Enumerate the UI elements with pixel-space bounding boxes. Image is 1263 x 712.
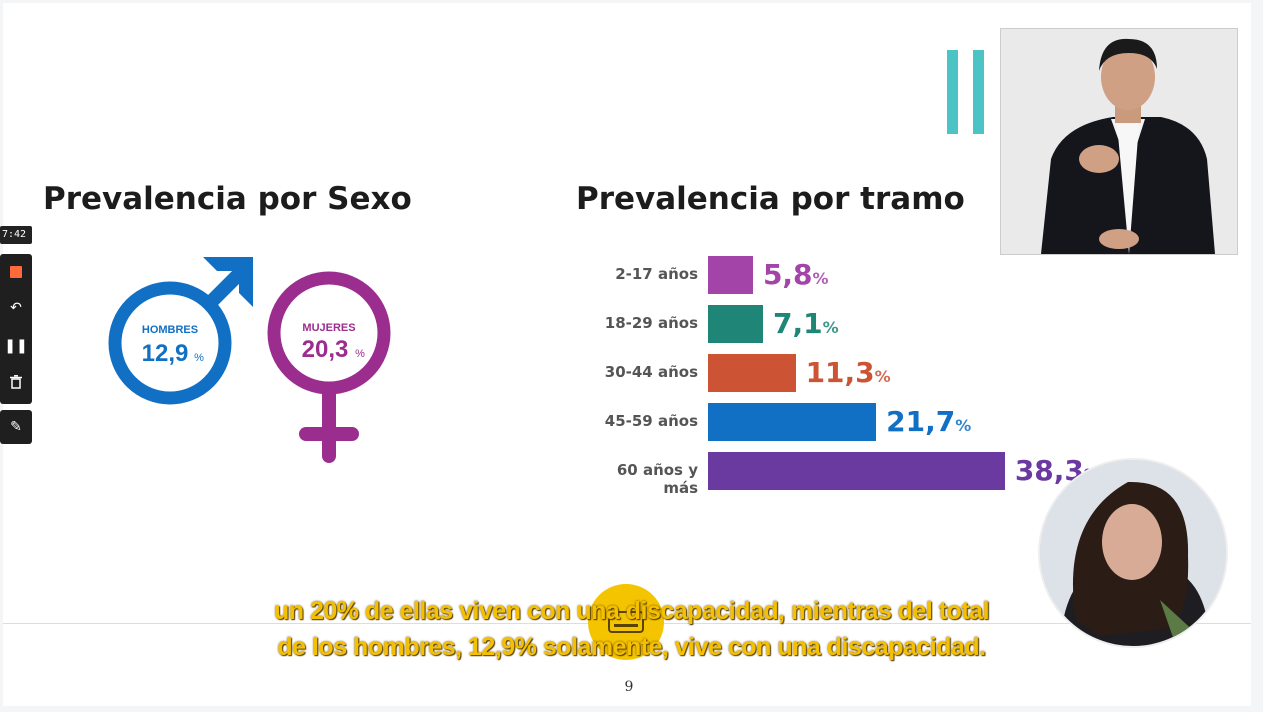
speaker-camera-video [1038, 458, 1228, 648]
female-value: 20,3 [302, 336, 349, 363]
bar-category-label: 18-29 años [604, 314, 698, 332]
recording-timer: 7:42 [0, 226, 32, 244]
recording-controls: ↶ ❚❚ [0, 254, 32, 404]
bar [708, 452, 1005, 490]
accent-bar-left [947, 50, 958, 134]
stop-icon[interactable] [4, 260, 28, 284]
sex-section-title: Prevalencia por Sexo [43, 181, 412, 217]
subtitle-line-1: un 20% de ellas viven con una discapacid… [273, 597, 990, 625]
pen-icon[interactable]: ✎ [0, 410, 32, 444]
subtitle-line-2: de los hombres, 12,9% solamente, vive co… [277, 633, 986, 661]
bar [708, 305, 764, 343]
age-section-title: Prevalencia por tramo [576, 181, 965, 217]
bar-category-label: 45-59 años [604, 412, 698, 430]
pause-icon[interactable]: ❚❚ [4, 338, 28, 354]
bar [708, 403, 877, 441]
bar-category-label: 60 años y más [616, 461, 698, 497]
bar [708, 256, 753, 294]
female-symbol-icon: MUJERES 20,3 % [267, 271, 391, 463]
page-number: 9 [624, 679, 634, 695]
male-unit: % [194, 352, 204, 364]
female-label: MUJERES [302, 322, 355, 334]
bar-value-label: 7,1% [773, 307, 839, 340]
bar-value-label: 21,7% [886, 405, 972, 438]
trash-icon[interactable] [4, 370, 28, 394]
bar-value-label: 11,3% [805, 356, 891, 389]
bar-category-label: 30-44 años [604, 363, 698, 381]
bar [708, 354, 796, 392]
male-label: HOMBRES [142, 324, 198, 336]
male-value: 12,9 [142, 340, 189, 367]
closed-captions-icon[interactable] [588, 584, 664, 660]
male-symbol-icon: HOMBRES 12,9 % [108, 257, 253, 405]
accent-bar-right [973, 50, 984, 134]
female-unit: % [355, 348, 365, 360]
sign-language-interpreter-video [1000, 28, 1238, 255]
bar-category-label: 2-17 años [615, 265, 698, 283]
undo-icon[interactable]: ↶ [10, 300, 22, 316]
bar-value-label: 5,8% [762, 258, 829, 291]
